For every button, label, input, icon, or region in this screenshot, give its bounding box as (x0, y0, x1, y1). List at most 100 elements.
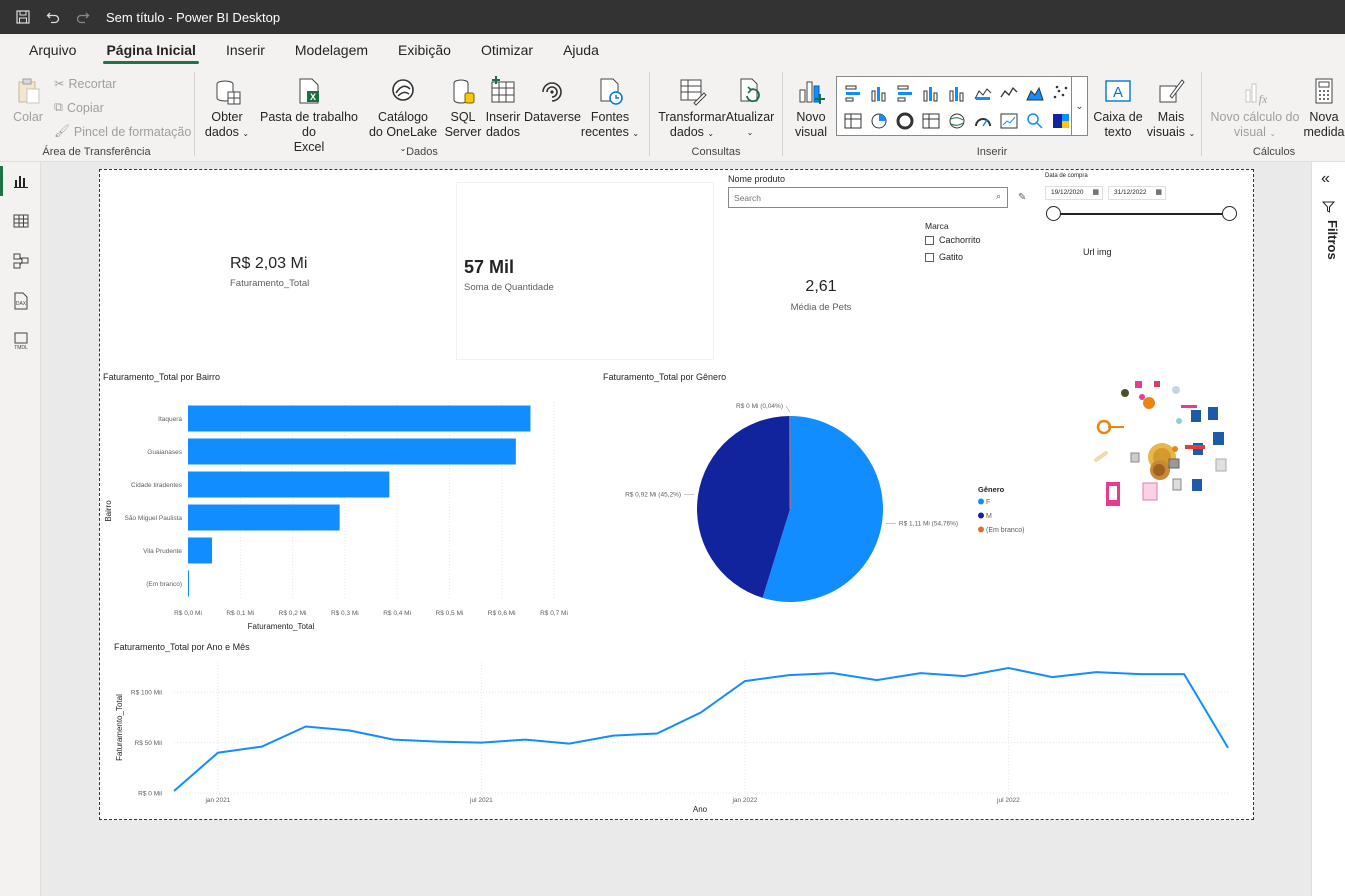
pie-chart[interactable]: R$ 1,11 Mi (54,76%) R$ 0,92 Mi (45,2%) R$ … (600, 384, 1040, 634)
svg-text:DAX: DAX (15, 301, 26, 307)
tab-exibicao[interactable]: Exibição (398, 42, 451, 58)
brand-option-gatito[interactable]: Gatito (925, 252, 963, 262)
line-series[interactable] (173, 666, 1229, 792)
product-search-box[interactable]: ⌕ (728, 187, 1008, 208)
redo-icon[interactable] (68, 0, 98, 34)
tab-pagina-inicial[interactable]: Página Inicial (91, 34, 210, 66)
title-bar: Sem título - Power BI Desktop (0, 0, 1345, 34)
pie-legend-label[interactable]: (Em branco) (986, 527, 1025, 534)
pie-legend-label[interactable]: F (986, 499, 990, 506)
stacked-column-icon[interactable] (921, 83, 941, 103)
date-slider-start-handle[interactable] (1046, 206, 1061, 221)
bar-mark[interactable] (188, 504, 340, 531)
tmdl-view-button[interactable]: TMDL (0, 322, 41, 360)
donut-chart-icon[interactable] (895, 111, 915, 131)
ribbon-chart-icon[interactable] (973, 83, 993, 103)
text-box-label-1: Caixa de (1093, 110, 1143, 124)
pie-data-label: R$ 0 Mi (0,04%) (736, 403, 783, 410)
chevron-down-icon: ⌄ (632, 129, 640, 138)
tab-inserir[interactable]: Inserir (225, 42, 265, 58)
bar-x-tick-label: R$ 0,5 Mi (436, 610, 464, 617)
ribbon-separator (1201, 72, 1202, 156)
stacked-bar-icon[interactable] (843, 83, 863, 103)
gallery-expand-button[interactable]: ⌄ (1072, 76, 1088, 136)
bar-mark[interactable] (188, 405, 531, 432)
excel-workbook-button[interactable]: X Pasta de trabalho do Excel (252, 76, 366, 155)
tab-ajuda[interactable]: Ajuda (563, 42, 599, 58)
enter-data-label-1: Inserir (485, 110, 521, 124)
get-data-button[interactable]: Obter dados ⌄ (202, 76, 252, 141)
kpi-card-pets[interactable]: 2,61 Média de Pets (770, 278, 872, 313)
bar-mark[interactable] (188, 438, 516, 465)
matrix-icon[interactable] (921, 111, 941, 131)
more-visuals-button[interactable]: Mais visuais ⌄ (1146, 76, 1196, 141)
new-visual-calculation-button[interactable]: fx Novo cálculo do visual ⌄ (1209, 76, 1301, 141)
treemap-icon[interactable] (1051, 111, 1071, 131)
clustered-column-icon[interactable] (869, 83, 889, 103)
bar-mark[interactable] (188, 570, 189, 597)
checkbox[interactable] (925, 252, 934, 262)
bar-x-tick-label: R$ 0,2 Mi (279, 610, 307, 617)
new-measure-label-1: Nova (1309, 110, 1339, 124)
filters-label[interactable]: Filtros (1325, 220, 1340, 260)
save-icon[interactable] (8, 0, 38, 34)
brand-option-cachorrito[interactable]: Cachorrito (925, 235, 981, 245)
product-search-input[interactable] (734, 191, 984, 204)
bar-mark[interactable] (188, 471, 390, 498)
pie-leader-line (785, 405, 791, 413)
dax-query-view-button[interactable]: DAX (0, 282, 41, 320)
date-start-input[interactable]: 19/12/2020 ▦ (1045, 186, 1103, 200)
recent-sources-button[interactable]: Fontes recentes ⌄ (580, 76, 640, 141)
clustered-bar-icon[interactable] (895, 83, 915, 103)
combo-column-icon[interactable] (947, 83, 967, 103)
transform-data-button[interactable]: Transformar dados ⌄ (657, 76, 727, 141)
onelake-catalog-button[interactable]: Catálogo do OneLake ⌄ (366, 76, 440, 156)
date-slider-end-handle[interactable] (1222, 206, 1237, 221)
ribbon: Colar ✂ Recortar ⧉ Copiar 🖌 Pincel de forma… (0, 66, 1345, 162)
bar-category-label: Guaianases (147, 449, 182, 456)
line-chart[interactable]: R$ 0 Mil R$ 50 Mil R$ 100 Mil jan 2021 jul 2… (100, 654, 1250, 819)
pie-slice[interactable] (697, 416, 790, 598)
kpi-icon[interactable] (999, 111, 1019, 131)
text-box-button[interactable]: A Caixa de texto (1090, 76, 1146, 140)
pie-chart-icon[interactable] (869, 111, 889, 131)
report-view-icon (13, 176, 28, 188)
new-visual-button[interactable]: Novo visual (790, 76, 832, 140)
gauge-icon[interactable] (973, 111, 993, 131)
area-chart-icon[interactable] (1025, 83, 1045, 103)
checkbox[interactable] (925, 235, 934, 245)
tab-modelagem[interactable]: Modelagem (294, 42, 369, 58)
bar-chart[interactable]: R$ 0,0 Mi R$ 0,1 Mi R$ 0,2 Mi R$ 0,3 Mi R$ 0… (100, 384, 580, 634)
table-view-button[interactable] (0, 202, 41, 240)
model-view-button[interactable] (0, 242, 41, 280)
enter-data-button[interactable]: Inserir dados (484, 76, 522, 140)
tab-otimizar[interactable]: Otimizar (480, 42, 534, 58)
date-end-input[interactable]: 31/12/2022 ▦ (1108, 186, 1166, 200)
dataverse-button[interactable]: Dataverse (524, 76, 581, 125)
sql-server-button[interactable]: SQL Server (444, 76, 482, 140)
format-painter-button[interactable]: 🖌 Pincel de formatação (54, 124, 191, 139)
report-view-button[interactable] (0, 162, 41, 200)
eraser-icon[interactable]: ✎ (1018, 192, 1027, 203)
copy-button[interactable]: ⧉ Copiar (54, 100, 104, 115)
cut-button[interactable]: ✂ Recortar (54, 76, 116, 92)
tab-arquivo[interactable]: Arquivo (29, 42, 77, 58)
qna-icon[interactable] (1025, 111, 1045, 131)
refresh-button[interactable]: Atualizar ⌄ (725, 76, 775, 140)
undo-icon[interactable] (38, 0, 68, 34)
line-chart-icon[interactable] (999, 83, 1019, 103)
map-icon[interactable] (947, 111, 967, 131)
new-measure-button[interactable]: Nova medida (1303, 76, 1345, 140)
pie-legend-label[interactable]: M (986, 513, 992, 520)
pie-slice[interactable] (762, 416, 883, 602)
bar-category-label: Vila Prudente (143, 548, 182, 555)
date-slider-track[interactable] (1053, 213, 1231, 215)
url-img-label: Url img (1083, 247, 1112, 257)
bar-mark[interactable] (188, 537, 213, 564)
kpi-card-revenue[interactable]: R$ 2,03 Mi Faturamento_Total (230, 255, 380, 289)
paste-button[interactable]: Colar (8, 76, 48, 125)
table-visual-icon[interactable] (843, 111, 863, 131)
scatter-icon[interactable] (1051, 83, 1071, 103)
collapse-filters-icon[interactable]: « (1321, 170, 1330, 187)
kpi-card-quantity[interactable]: 57 Mil Soma de Quantidade (456, 182, 714, 360)
